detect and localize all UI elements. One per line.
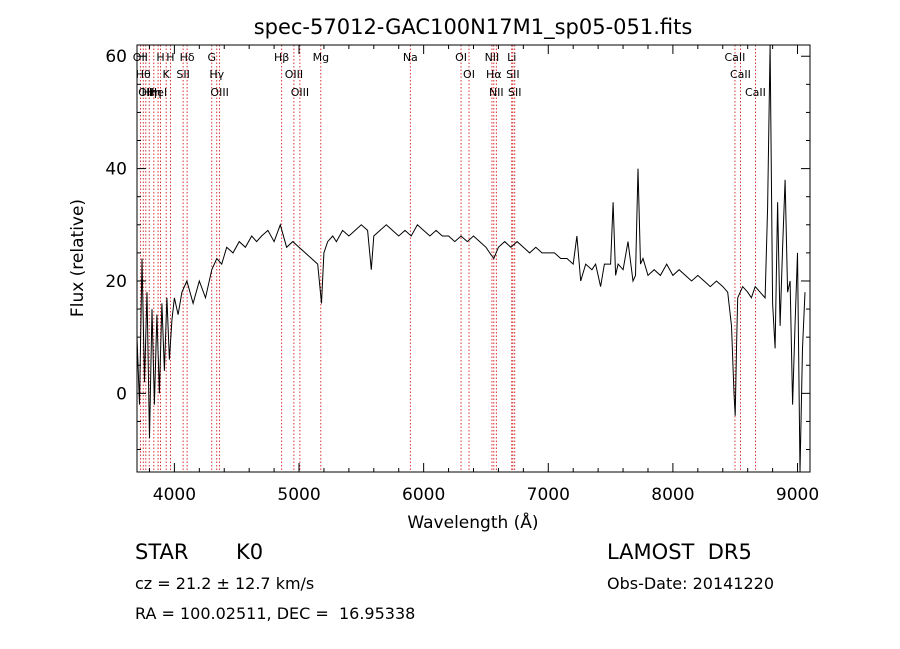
- line-label: CaII: [730, 68, 751, 81]
- line-label: CaII: [725, 51, 746, 64]
- line-label: K: [163, 68, 171, 81]
- x-tick-label: 4000: [153, 485, 196, 505]
- line-label: OIII: [285, 68, 303, 81]
- line-label: OII: [138, 86, 153, 99]
- x-tick-label: 6000: [402, 485, 445, 505]
- object-subclass: K0: [236, 540, 264, 564]
- line-label: OIII: [291, 86, 309, 99]
- line-label: SII: [506, 68, 519, 81]
- line-label: OII: [133, 51, 148, 64]
- line-label: Hβ: [274, 51, 289, 64]
- y-tick-label: 0: [116, 384, 127, 404]
- line-label: NII: [485, 51, 500, 64]
- x-tick-label: 7000: [527, 485, 570, 505]
- chart-title: spec-57012-GAC100N17M1_sp05-051.fits: [254, 15, 693, 40]
- line-label: Hγ: [209, 68, 224, 81]
- line-label: CaII: [745, 86, 766, 99]
- y-axis-label: Flux (relative): [68, 199, 88, 317]
- line-label: Mg: [313, 51, 329, 64]
- observation-date: Obs-Date: 20141220: [607, 574, 775, 593]
- spectrum-line: [136, 44, 806, 473]
- line-label: Hδ: [180, 51, 195, 64]
- x-tick-label: 8000: [651, 485, 694, 505]
- plot-frame: [136, 44, 811, 473]
- x-tick-label: 9000: [776, 485, 819, 505]
- line-label: H: [166, 51, 174, 64]
- line-label: NII: [489, 86, 504, 99]
- y-axis-ticks: 0 20 40 60: [105, 47, 810, 451]
- line-label: OI: [455, 51, 467, 64]
- line-label: OIII: [210, 86, 228, 99]
- line-label: Hη: [142, 86, 157, 99]
- line-label: HeI: [149, 86, 167, 99]
- line-label: G: [208, 51, 217, 64]
- line-label: Li: [507, 51, 516, 64]
- x-tick-label: 5000: [277, 485, 320, 505]
- line-label: Na: [403, 51, 418, 64]
- object-class: STAR: [135, 540, 189, 564]
- emission-line-markers: [139, 45, 756, 472]
- survey-name: LAMOST DR5: [607, 540, 752, 564]
- x-axis-label: Wavelength (Å): [407, 511, 538, 533]
- line-label: H: [156, 51, 164, 64]
- coordinates: RA = 100.02511, DEC = 16.95338: [135, 604, 416, 623]
- line-label: SII: [176, 68, 189, 81]
- x-axis-ticks: 4000 5000 6000 7000 8000 9000: [148, 45, 819, 505]
- redshift-velocity: cz = 21.2 ± 12.7 km/s: [135, 574, 315, 593]
- line-label: OI: [463, 68, 475, 81]
- y-tick-label: 60: [105, 47, 127, 67]
- y-tick-label: 40: [105, 160, 127, 180]
- line-label: Hη: [146, 86, 161, 99]
- y-tick-label: 20: [105, 272, 127, 292]
- line-label: SII: [508, 86, 521, 99]
- line-label: Hα: [486, 68, 502, 81]
- line-label: Hθ: [136, 68, 151, 81]
